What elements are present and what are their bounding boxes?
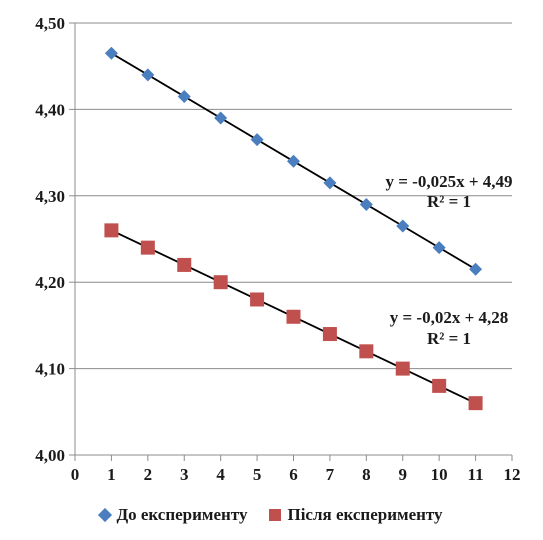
legend-label-after: Після експерименту [287, 505, 443, 524]
x-tick-label: 9 [399, 465, 408, 484]
x-tick-label: 4 [216, 465, 225, 484]
x-tick-label: 1 [107, 465, 116, 484]
trendline-equation: y = -0,02x + 4,28 [390, 308, 509, 327]
y-tick-label: 4,10 [35, 360, 65, 379]
y-tick-label: 4,50 [35, 14, 65, 33]
data-point-diamond [214, 111, 228, 125]
data-points [104, 46, 483, 411]
data-point-square [213, 275, 228, 290]
trendline-equation: y = -0,025x + 4,49 [385, 172, 512, 191]
data-point-diamond [323, 176, 337, 190]
data-point-square [177, 257, 192, 272]
x-tick-label: 8 [362, 465, 371, 484]
x-tick-label: 3 [180, 465, 189, 484]
y-tick-label: 4,00 [35, 446, 65, 465]
data-point-diamond [104, 46, 118, 60]
trendlines [110, 52, 477, 404]
legend-item-after[interactable]: Після експерименту [269, 505, 443, 525]
data-point-diamond [432, 241, 446, 255]
data-point-square [104, 223, 119, 238]
diamond-marker-icon [98, 507, 113, 523]
x-tick-label: 2 [144, 465, 153, 484]
data-point-diamond [396, 219, 410, 233]
y-tick-label: 4,30 [35, 187, 65, 206]
data-point-square [468, 396, 483, 411]
legend-item-before[interactable]: До експерименту [98, 505, 248, 525]
data-point-diamond [359, 197, 373, 211]
legend-label-before: До експерименту [116, 505, 248, 524]
data-point-diamond [469, 262, 483, 276]
data-point-diamond [287, 154, 300, 168]
data-point-square [359, 344, 374, 359]
x-tick-label: 5 [253, 465, 262, 484]
axes [69, 22, 513, 461]
data-point-square [140, 240, 155, 255]
data-point-diamond [250, 133, 264, 147]
x-tick-label: 11 [468, 465, 484, 484]
data-point-diamond [141, 68, 155, 82]
data-point-square [322, 327, 337, 342]
y-tick-label: 4,40 [35, 100, 65, 119]
y-tick-label: 4,20 [35, 273, 65, 292]
square-marker-icon [269, 509, 282, 521]
data-point-diamond [177, 89, 191, 103]
x-tick-label: 6 [289, 465, 298, 484]
legend: До експерименту Після експерименту [0, 505, 543, 525]
grid-lines [75, 22, 512, 370]
x-tick-label: 12 [504, 465, 521, 484]
data-point-square [432, 378, 447, 393]
x-tick-label: 10 [431, 465, 448, 484]
y-tick-labels: 4,00 4,10 4,20 4,30 4,40 4,50 [35, 14, 65, 465]
trendline-r-squared: R² = 1 [427, 329, 471, 348]
scatter-chart: 4,004,104,204,304,404,50 0 1 2 3 4 5 6 7 8 9 10 11 1… [35, 14, 521, 484]
data-point-square [250, 292, 265, 307]
x-tick-label: 0 [71, 465, 80, 484]
x-tick-label: 7 [326, 465, 335, 484]
data-point-square [395, 361, 410, 376]
trendline-r-squared: R² = 1 [427, 192, 471, 211]
x-tick-labels: 0 1 2 3 4 5 6 7 8 9 10 11 12 [71, 465, 521, 484]
data-point-square [286, 309, 301, 324]
